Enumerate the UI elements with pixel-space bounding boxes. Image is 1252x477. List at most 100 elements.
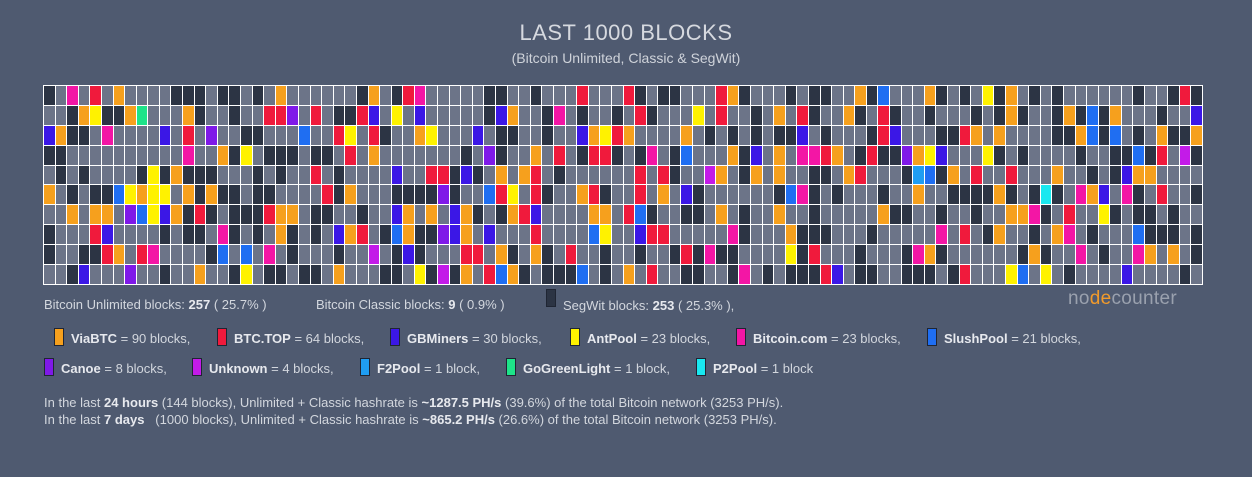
block-cell	[855, 86, 866, 105]
block-cell	[623, 205, 635, 225]
block-cell	[298, 185, 310, 205]
block-cell	[1110, 225, 1121, 245]
block-cell	[310, 145, 322, 165]
block-cell	[1156, 86, 1168, 105]
block-cell	[530, 265, 542, 284]
block-cell	[229, 225, 241, 245]
block-cell	[646, 86, 658, 105]
block-cell	[808, 165, 820, 185]
block-cell	[472, 145, 484, 165]
block-cell	[1087, 205, 1098, 225]
block-cell	[866, 125, 878, 145]
block-cell	[716, 86, 727, 105]
block-cell	[461, 145, 472, 165]
block-cell	[878, 185, 890, 205]
block-cell	[438, 225, 449, 245]
block-cell	[832, 225, 843, 245]
block-cell	[322, 125, 333, 145]
block-cell	[878, 86, 890, 105]
f2pool-swatch	[360, 358, 370, 376]
block-cell	[646, 225, 658, 245]
block-cell	[855, 145, 866, 165]
block-cell	[391, 86, 403, 105]
block-cell	[496, 225, 507, 245]
block-cell	[890, 245, 901, 265]
block-cell	[542, 225, 553, 245]
block-cell	[948, 225, 959, 245]
pool-name: Unknown	[209, 361, 268, 376]
block-cell	[785, 205, 797, 225]
block-cell	[808, 205, 820, 225]
block-cell	[924, 145, 936, 165]
block-cell	[275, 125, 287, 145]
block-cell	[611, 125, 623, 145]
block-cell	[194, 205, 206, 225]
block-cell	[1133, 105, 1145, 125]
block-cell	[843, 205, 855, 225]
block-cell	[194, 165, 206, 185]
block-cell	[635, 105, 646, 125]
block-cell	[832, 105, 843, 125]
block-cell	[797, 185, 808, 205]
block-cell	[345, 185, 356, 205]
block-cell	[948, 205, 959, 225]
block-cell	[217, 265, 229, 284]
block-cell	[588, 86, 600, 105]
block-cell	[414, 265, 426, 284]
block-cell	[1052, 86, 1063, 105]
block-cell	[438, 165, 449, 185]
block-cell	[553, 125, 565, 145]
block-cell	[136, 105, 148, 125]
block-cell	[577, 125, 588, 145]
block-cell	[438, 205, 449, 225]
block-cell	[438, 145, 449, 165]
block-cell	[206, 165, 217, 185]
block-cell	[403, 165, 414, 185]
block-cell	[1168, 165, 1179, 185]
block-cell	[774, 145, 785, 165]
block-cell	[866, 86, 878, 105]
block-cell	[287, 205, 298, 225]
block-cell	[577, 165, 588, 185]
block-cell	[669, 105, 681, 125]
block-cell	[832, 205, 843, 225]
block-cell	[1017, 205, 1029, 225]
block-cell	[785, 125, 797, 145]
legend-btctop: BTC.TOP = 64 blocks,	[217, 328, 364, 348]
block-cell	[90, 265, 101, 284]
block-cell	[333, 145, 345, 165]
block-cell	[1017, 105, 1029, 125]
block-cell	[333, 205, 345, 225]
block-cell	[611, 205, 623, 225]
block-cell	[542, 86, 553, 105]
block-cell	[472, 225, 484, 245]
block-cell	[391, 245, 403, 265]
classic-pct: ( 0.9% )	[459, 297, 505, 312]
block-cell	[194, 185, 206, 205]
block-cell	[356, 225, 368, 245]
block-cell	[913, 165, 924, 185]
block-cell	[913, 105, 924, 125]
block-cell	[44, 145, 55, 165]
block-cell	[832, 86, 843, 105]
block-cell	[948, 105, 959, 125]
block-cell	[948, 145, 959, 165]
block-cell	[194, 225, 206, 245]
block-cell	[368, 245, 380, 265]
block-cell	[600, 245, 611, 265]
block-cell	[1098, 205, 1110, 225]
block-cell	[843, 225, 855, 245]
block-cell	[878, 245, 890, 265]
block-cell	[1145, 265, 1156, 284]
block-cell	[55, 125, 67, 145]
segwit-summary: SegWit blocks: 253 ( 25.3% ),	[546, 289, 734, 315]
block-cell	[1063, 105, 1075, 125]
block-cell	[739, 205, 750, 225]
block-cell	[1075, 225, 1087, 245]
block-cell	[936, 86, 948, 105]
block-cell	[750, 125, 762, 145]
block-cell	[750, 165, 762, 185]
block-cell	[125, 165, 136, 185]
block-cell	[1156, 145, 1168, 165]
block-cell	[1110, 105, 1121, 125]
